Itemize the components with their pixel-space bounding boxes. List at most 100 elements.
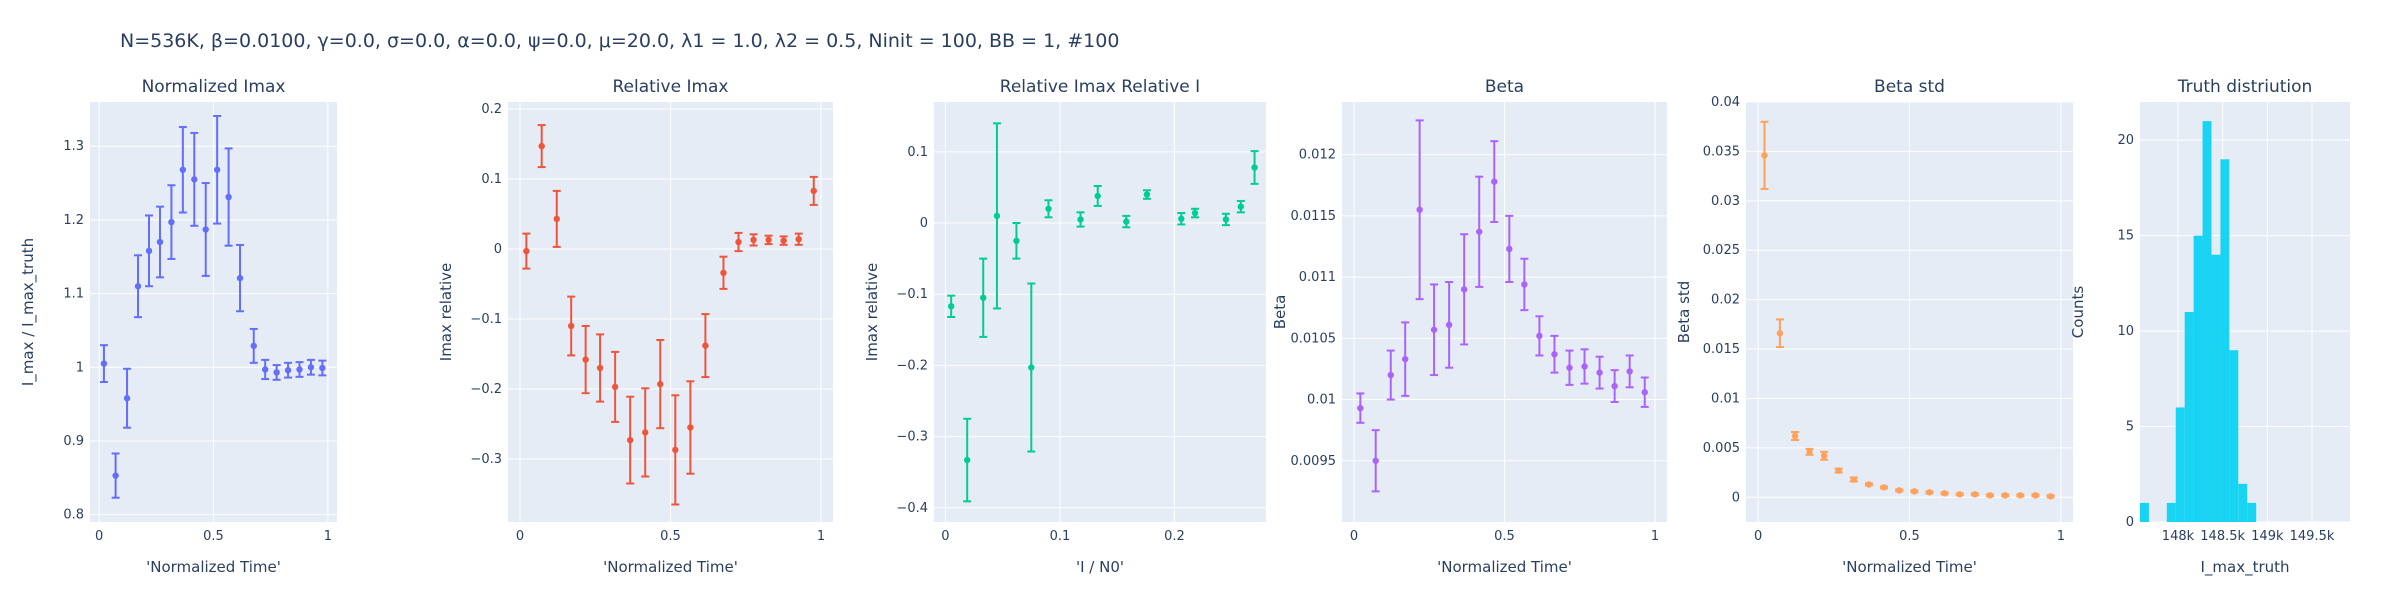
data-point [596, 364, 604, 372]
data-point [168, 218, 175, 226]
data-point [538, 142, 545, 150]
data-point [626, 436, 634, 444]
y-tick-label: −0.3 [896, 430, 928, 445]
data-point [250, 342, 257, 350]
data-point [145, 247, 153, 255]
data-point [213, 166, 221, 173]
y-tick-label: 1.3 [63, 139, 84, 154]
data-point [1028, 364, 1035, 371]
subplot-title: Relative Imax [612, 77, 728, 97]
histogram-bar [2220, 159, 2230, 523]
data-point [1430, 326, 1438, 333]
histogram-bar [2247, 502, 2257, 522]
data-point [1926, 489, 1933, 496]
data-point [1596, 369, 1603, 376]
data-point [765, 236, 772, 244]
y-tick-label: 0.035 [1703, 144, 1740, 159]
x-tick-label: 0.1 [1050, 529, 1071, 544]
data-point [1222, 216, 1230, 223]
x-tick-label: 1 [2057, 529, 2065, 544]
data-point [687, 424, 694, 431]
x-tick-label: 0.5 [660, 529, 681, 544]
data-point [236, 274, 244, 282]
data-point [1445, 321, 1453, 329]
data-point [750, 236, 757, 244]
data-point [795, 236, 802, 243]
data-point [1416, 206, 1423, 213]
data-point [261, 366, 269, 373]
data-point [1506, 245, 1513, 253]
y-tick-label: 0 [494, 242, 502, 257]
data-point [2047, 493, 2054, 500]
data-point [1491, 178, 1498, 185]
subplot-title: Truth distriution [2177, 77, 2313, 97]
data-point [123, 395, 131, 402]
y-tick-label: −0.1 [896, 287, 928, 302]
y-tick-label: 1.2 [63, 213, 84, 228]
data-point [179, 166, 187, 173]
y-axis-label: Beta [1271, 295, 1289, 330]
data-point [702, 342, 709, 349]
y-tick-label: 0.01 [1307, 393, 1336, 408]
data-point [156, 238, 164, 246]
data-point [1401, 355, 1409, 363]
data-point [735, 238, 742, 246]
plot-background [2140, 102, 2350, 522]
data-point [1460, 286, 1468, 293]
data-point [273, 369, 280, 376]
data-point [1971, 491, 1979, 498]
y-axis-label: I_max / I_max_truth [19, 238, 38, 386]
data-point [1251, 164, 1258, 171]
data-point [980, 294, 987, 301]
histogram-bar [2193, 235, 2203, 523]
histogram-bar [2238, 483, 2248, 522]
x-axis-label: 'Normalized Time' [1842, 558, 1977, 576]
x-tick-label: 0 [516, 529, 524, 544]
y-tick-label: 0.0115 [1291, 209, 1337, 224]
data-point [100, 360, 108, 367]
data-point [1641, 389, 1648, 396]
data-point [780, 237, 787, 244]
data-point [1761, 152, 1768, 159]
data-point [319, 364, 326, 372]
data-point [307, 364, 315, 371]
y-tick-label: 0.8 [63, 508, 84, 523]
y-tick-label: 0.012 [1299, 148, 1336, 163]
subplot-3: −0.4 −0.3 −0.2 −0.1 0 0.1 0 0.1 0.2 Relative Imax… [863, 77, 1266, 576]
y-tick-label: 0.1 [481, 172, 502, 187]
data-point [2032, 492, 2039, 499]
data-point [2001, 492, 2009, 499]
data-point [134, 283, 142, 290]
data-point [1865, 481, 1873, 488]
y-tick-label: 10 [2117, 324, 2134, 339]
x-tick-label: 1 [817, 529, 825, 544]
data-point [1536, 332, 1543, 340]
data-point [1776, 330, 1784, 337]
histogram-bar [2184, 312, 2194, 522]
x-tick-label: 1 [1651, 529, 1659, 544]
y-tick-label: 0.005 [1703, 441, 1740, 456]
x-axis-label: 'Normalized Time' [1437, 558, 1572, 576]
data-point [720, 269, 727, 276]
y-tick-label: 20 [2117, 133, 2134, 148]
data-point [1956, 491, 1963, 498]
data-point [1986, 492, 1994, 499]
y-tick-label: 0.1 [907, 145, 928, 160]
y-tick-label: 0.01 [1711, 391, 1740, 406]
subplot-title: Beta std [1874, 77, 1945, 97]
y-axis-label: Imax relative [437, 263, 455, 361]
data-point [1566, 364, 1573, 371]
data-point [1094, 192, 1101, 200]
data-point [1387, 371, 1394, 379]
y-tick-label: 0.2 [481, 102, 502, 117]
data-point [225, 193, 232, 201]
y-tick-label: −0.4 [896, 501, 928, 516]
plot-background [934, 102, 1266, 522]
data-point [993, 212, 1001, 220]
data-point [1045, 205, 1052, 212]
x-tick-label: 0.5 [1494, 529, 1515, 544]
subplot-1: 0.8 0.9 1 1.1 1.2 1.3 0 0.5 1 Normalized Imax 'Nor… [19, 77, 337, 576]
data-point [1626, 368, 1633, 375]
x-tick-label: 149.5k [2290, 529, 2335, 544]
data-point [1820, 452, 1828, 459]
